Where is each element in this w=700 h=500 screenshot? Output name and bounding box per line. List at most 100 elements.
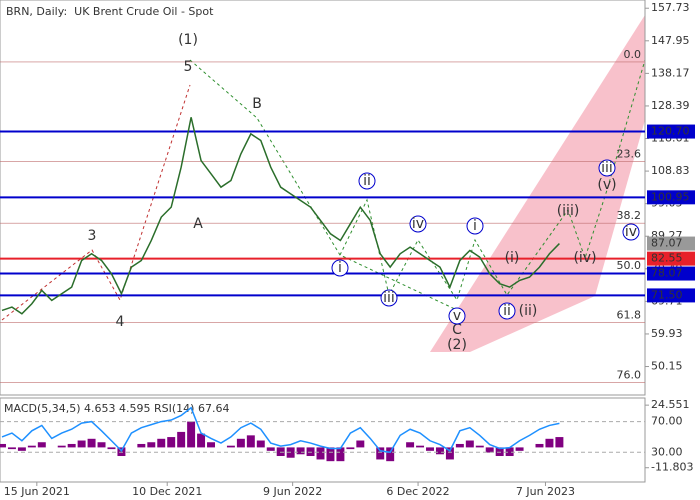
macd-bar — [0, 443, 6, 448]
level-label: 78.07 — [651, 267, 683, 280]
macd-bar — [316, 447, 325, 460]
wave-label: iv — [412, 216, 424, 232]
macd-bar — [555, 437, 564, 448]
rsi-tick-label: 70.00 — [651, 415, 683, 428]
macd-bar — [167, 437, 176, 448]
macd-bar — [57, 445, 66, 448]
macd-bar — [7, 447, 16, 450]
macd-bar — [545, 438, 554, 448]
y-tick-label: 157.73 — [651, 1, 690, 14]
fib-label: 76.0 — [617, 369, 642, 382]
wave-label: iv — [625, 224, 637, 240]
macd-bar — [107, 447, 116, 450]
macd-bar — [157, 438, 166, 448]
macd-bar — [207, 442, 215, 448]
macd-bar — [37, 442, 46, 448]
fib-label: 38.2 — [617, 209, 642, 222]
fib-label: 61.8 — [617, 309, 642, 322]
macd-bar — [326, 447, 335, 462]
macd-bar — [197, 433, 206, 448]
wave-label: ii — [503, 303, 511, 319]
macd-bar — [346, 447, 355, 450]
wave-circle — [331, 259, 349, 277]
macd-bar — [67, 443, 76, 448]
indicator-pane — [0, 397, 646, 483]
wave-label: (iii) — [557, 203, 580, 219]
wave-label: iii — [383, 290, 395, 306]
macd-bar — [356, 440, 365, 448]
wave-label: (i) — [505, 250, 520, 266]
wave-circle — [448, 307, 466, 325]
level-tag — [647, 251, 695, 266]
macd-bar — [475, 445, 484, 448]
x-tick-label: 6 Dec 2022 — [386, 485, 449, 498]
x-tick-label: 10 Dec 2021 — [132, 485, 202, 498]
wave-label: i — [473, 218, 477, 234]
y-tick-label: 50.15 — [651, 360, 683, 373]
x-tick-label: 9 Jun 2022 — [263, 485, 322, 498]
macd-bar — [296, 447, 305, 455]
level-label: 71.50 — [651, 288, 683, 301]
wave-label: iii — [601, 160, 613, 176]
macd-bar — [27, 445, 36, 448]
wave-label: B — [252, 96, 262, 112]
macd-bar — [435, 447, 444, 455]
macd-bar — [455, 443, 464, 448]
macd-bar — [137, 443, 146, 448]
level-label: 120.70 — [651, 125, 690, 138]
level-tag — [647, 236, 695, 251]
chart-title: BRN, Daily: UK Brent Crude Oil - Spot — [6, 5, 214, 18]
wave-circle — [358, 172, 376, 190]
fib-label: 50.0 — [617, 259, 642, 272]
level-tag — [647, 288, 695, 303]
rsi-tick-label: 30.00 — [651, 445, 683, 458]
macd-bar — [535, 443, 544, 448]
level-tag — [647, 266, 695, 281]
macd-bar — [445, 447, 454, 460]
wave-label: A — [193, 216, 203, 232]
macd-bar — [336, 447, 345, 462]
macd-bar — [17, 447, 26, 451]
y-tick-label: 108.83 — [651, 164, 690, 177]
macd-bar — [97, 442, 106, 448]
y-tick-label: 138.17 — [651, 66, 690, 79]
price-line — [1, 117, 560, 315]
wave-label: (2) — [447, 337, 467, 353]
wave-label: (ii) — [519, 303, 538, 319]
y-tick-label: 147.95 — [651, 34, 690, 47]
fib-label: 0.0 — [624, 48, 642, 61]
level-label: 100.95 — [651, 190, 690, 203]
macd-bar — [465, 440, 474, 448]
macd-bar — [147, 442, 156, 448]
macd-tick-label: 24.551 — [651, 398, 690, 411]
macd-bar — [406, 442, 415, 448]
y-tick-label: 59.93 — [651, 327, 683, 340]
macd-bar — [276, 447, 285, 457]
macd-bar — [306, 447, 315, 457]
level-label: 87.07 — [651, 237, 683, 250]
wave-circle — [466, 217, 484, 235]
wave-circle — [498, 302, 516, 320]
macd-bar — [187, 421, 196, 448]
wave-label: i — [338, 260, 342, 276]
macd-bar — [226, 445, 235, 448]
wave-label: 3 — [88, 228, 97, 244]
wave-label: C — [452, 322, 462, 338]
wave-label: v — [453, 308, 461, 324]
level-label: 82.55 — [651, 252, 683, 265]
level-tag — [647, 124, 695, 139]
macd-bar — [87, 438, 96, 448]
wave-lines — [1, 59, 646, 321]
wave-label: (v) — [597, 177, 616, 193]
y-tick-label: 128.39 — [651, 99, 690, 112]
rsi-line — [1, 406, 560, 454]
macd-bar — [236, 438, 245, 448]
macd-bar — [177, 431, 186, 448]
channel — [430, 15, 645, 352]
wave-circle — [598, 159, 616, 177]
indicator-title: MACD(5,34,5) 4.653 4.595 RSI(14) 67.64 — [4, 402, 229, 415]
macd-bar — [505, 447, 514, 457]
macd-bar — [266, 447, 275, 451]
x-tick-label: 15 Jun 2021 — [4, 485, 70, 498]
